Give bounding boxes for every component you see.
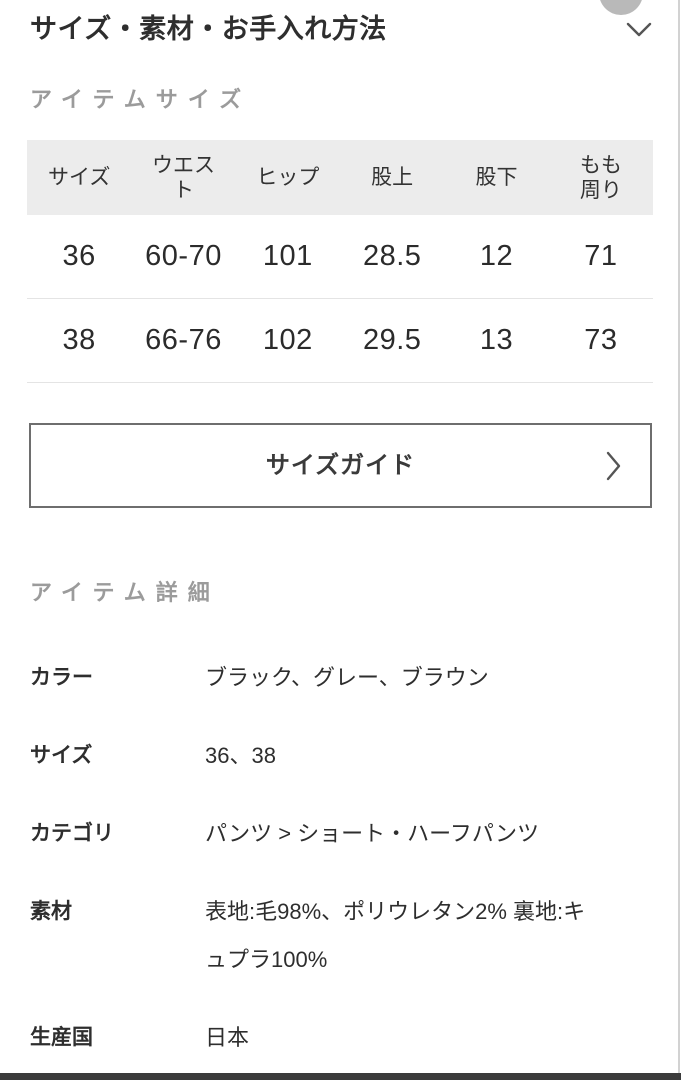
item-details-section-label: アイテム詳細 [30, 580, 220, 605]
size-guide-button-label: サイズガイド [265, 452, 416, 479]
detail-value: 36、38 [205, 743, 276, 768]
table-row: 36 60-70 101 28.5 12 71 [27, 215, 653, 299]
detail-row-material: 素材 表地:毛98%、ポリウレタン2% 裏地:キュプラ100% [30, 888, 681, 984]
size-material-care-accordion[interactable]: サイズ・素材・お手入れ方法 [0, 0, 681, 45]
table-row: 38 66-76 102 29.5 13 73 [27, 299, 653, 383]
chevron-right-icon [606, 451, 622, 481]
table-cell: 13 [479, 324, 514, 356]
size-guide-button[interactable]: サイズガイド [29, 423, 652, 508]
accordion-title: サイズ・素材・お手入れ方法 [30, 14, 387, 44]
table-cell: 38 [62, 324, 96, 356]
table-header-cell: ヒップ [256, 166, 320, 189]
detail-label: カテゴリ [30, 822, 114, 845]
table-cell: 102 [262, 324, 313, 356]
table-header-cell: サイズ [47, 166, 111, 189]
detail-value: パンツ > ショート・ハーフパンツ [205, 821, 539, 846]
table-header-row: サイズ ウエス ト ヒップ 股上 股下 もも 周り [27, 140, 653, 215]
page-right-edge-line [678, 0, 680, 1080]
table-cell: 60-70 [145, 240, 222, 272]
detail-row-color: カラー ブラック、グレー、ブラウン [30, 654, 681, 702]
table-header-cell: もも 周り [579, 153, 622, 202]
detail-row-category: カテゴリ パンツ > ショート・ハーフパンツ [30, 810, 681, 858]
table-cell: 29.5 [362, 324, 422, 356]
table-cell: 66-76 [145, 324, 222, 356]
detail-label: サイズ [30, 744, 93, 767]
detail-label: 素材 [30, 900, 72, 923]
table-header-cell: 股下 [475, 166, 518, 189]
detail-value: 表地:毛98%、ポリウレタン2% 裏地:キュプラ100% [205, 899, 586, 972]
table-cell: 36 [62, 240, 96, 272]
detail-label: 生産国 [30, 1026, 93, 1049]
item-size-section-label: アイテムサイズ [30, 87, 252, 112]
table-cell: 73 [584, 324, 618, 356]
table-header-cell: ウエス ト [151, 153, 215, 202]
table-cell: 101 [262, 240, 313, 272]
table-cell: 12 [479, 240, 514, 272]
table-cell: 71 [584, 240, 618, 272]
detail-row-size: サイズ 36、38 [30, 732, 681, 780]
detail-value: 日本 [205, 1025, 250, 1050]
item-details-list: カラー ブラック、グレー、ブラウン サイズ 36、38 カテゴリ パンツ > シ… [30, 654, 681, 1062]
detail-row-country: 生産国 日本 [30, 1014, 681, 1062]
floating-circle-button[interactable] [599, 0, 643, 15]
chevron-down-icon[interactable] [626, 22, 652, 38]
detail-label: カラー [30, 666, 93, 689]
detail-value: ブラック、グレー、ブラウン [205, 665, 489, 690]
bottom-dark-bar [0, 1073, 681, 1080]
table-header-cell: 股上 [371, 166, 414, 189]
item-size-table: サイズ ウエス ト ヒップ 股上 股下 もも 周り 36 60-70 101 2… [27, 140, 653, 383]
table-cell: 28.5 [362, 240, 422, 272]
